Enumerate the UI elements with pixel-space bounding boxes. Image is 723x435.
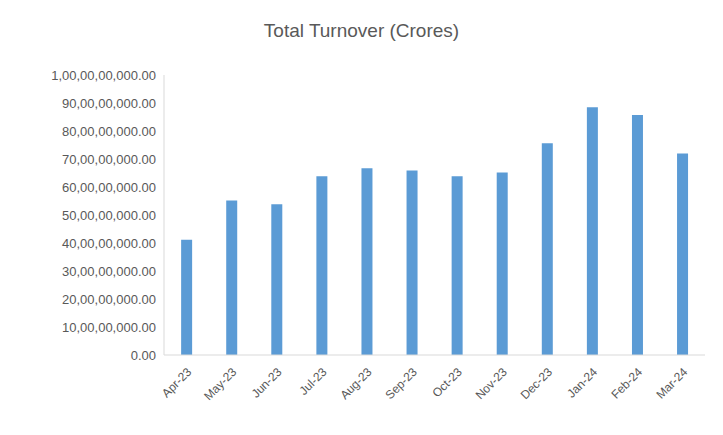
svg-text:Aug-23: Aug-23 — [337, 365, 374, 402]
svg-text:Dec-23: Dec-23 — [518, 365, 555, 402]
svg-text:40,00,00,000.00: 40,00,00,000.00 — [62, 236, 156, 251]
svg-text:30,00,00,000.00: 30,00,00,000.00 — [62, 264, 156, 279]
svg-text:0.00: 0.00 — [131, 348, 156, 363]
svg-text:May-23: May-23 — [201, 365, 239, 403]
svg-text:70,00,00,000.00: 70,00,00,000.00 — [62, 152, 156, 167]
svg-text:Jul-23: Jul-23 — [297, 365, 330, 398]
svg-text:Jun-23: Jun-23 — [249, 365, 285, 401]
svg-text:10,00,00,000.00: 10,00,00,000.00 — [62, 320, 156, 335]
svg-text:Jan-24: Jan-24 — [564, 365, 600, 401]
svg-text:Mar-24: Mar-24 — [653, 365, 690, 402]
html-text:Total Turnover (Crores): Total Turnover (Crores) — [263, 20, 460, 41]
svg-text:Feb-24: Feb-24 — [608, 365, 645, 402]
svg-text:50,00,00,000.00: 50,00,00,000.00 — [62, 208, 156, 223]
svg-text:80,00,00,000.00: 80,00,00,000.00 — [62, 124, 156, 139]
svg-text:60,00,00,000.00: 60,00,00,000.00 — [62, 180, 156, 195]
svg-text:20,00,00,000.00: 20,00,00,000.00 — [62, 292, 156, 307]
svg-text:Oct-23: Oct-23 — [429, 365, 465, 401]
svg-text:Nov-23: Nov-23 — [473, 365, 510, 402]
svg-text:Sep-23: Sep-23 — [382, 365, 419, 402]
svg-text:90,00,00,000.00: 90,00,00,000.00 — [62, 96, 156, 111]
svg-text:Apr-23: Apr-23 — [159, 365, 195, 401]
svg-text:1,00,00,00,000.00: 1,00,00,00,000.00 — [51, 68, 156, 83]
